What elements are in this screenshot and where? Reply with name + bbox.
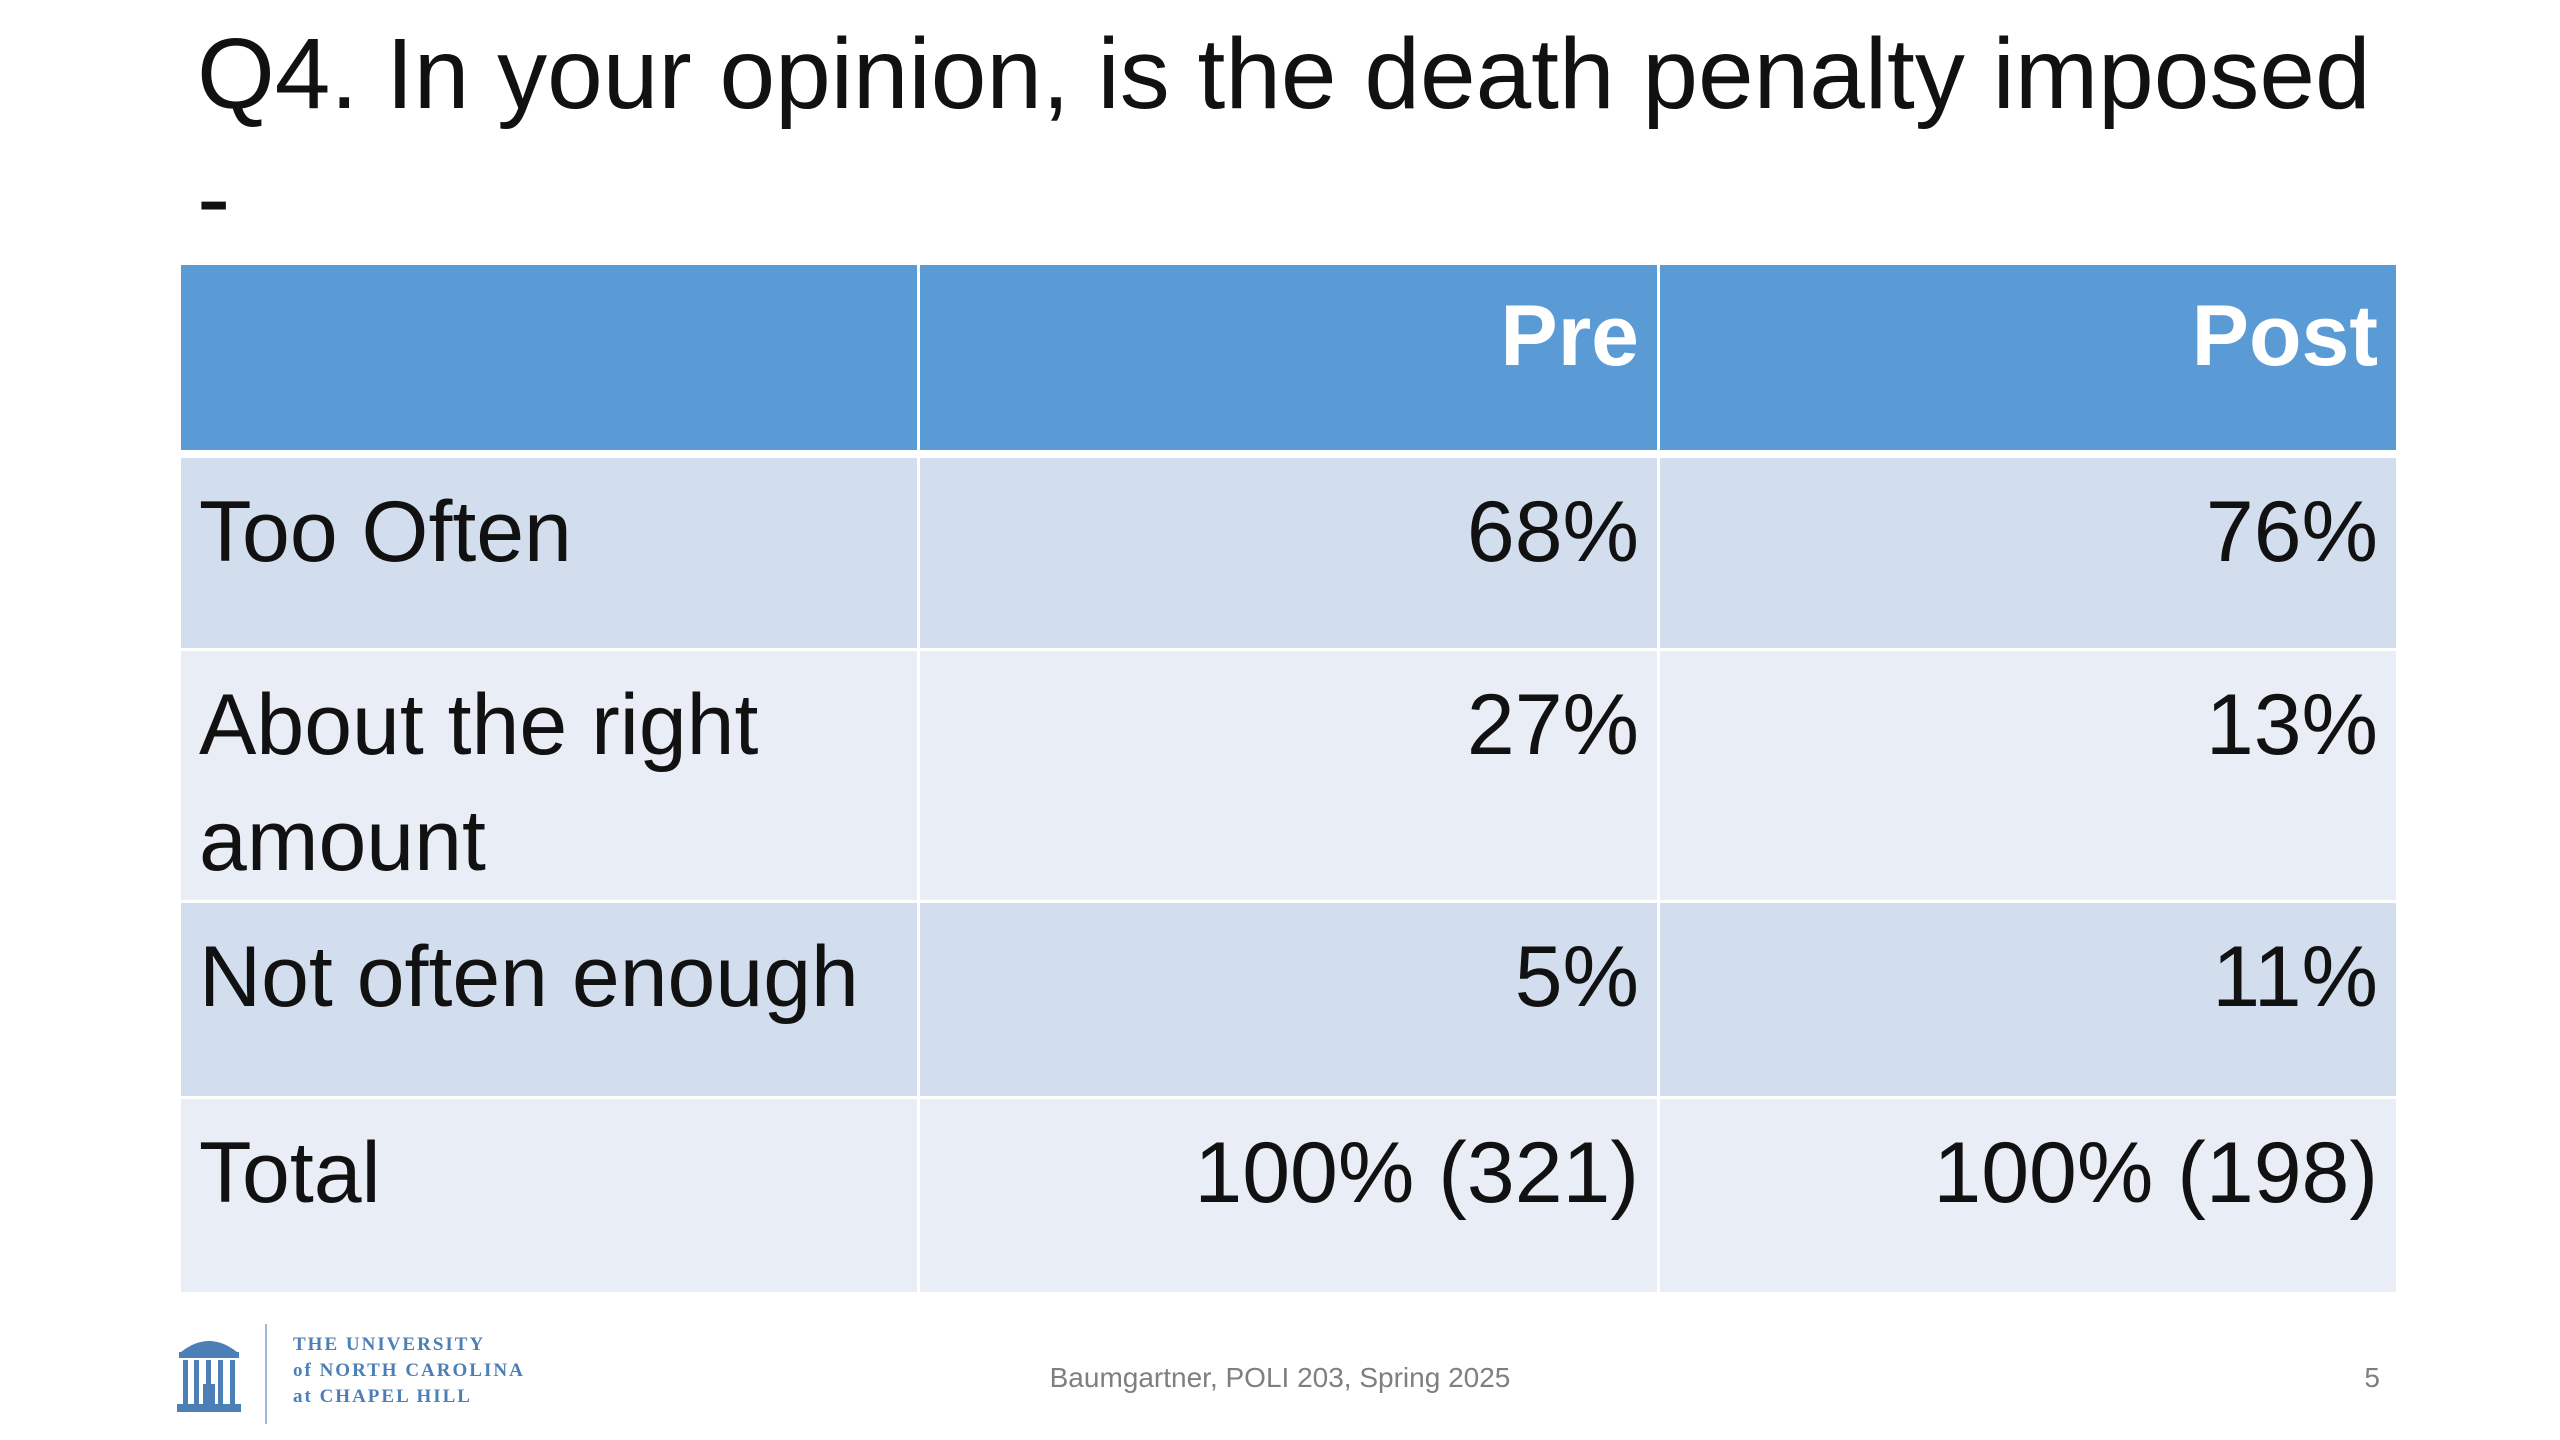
results-table: Pre Post Too Often 68% 76% About the rig…: [178, 262, 2399, 1295]
logo-wordmark: THE UNIVERSITY of NORTH CAROLINA at CHAP…: [293, 1332, 553, 1410]
slide-footer: THE UNIVERSITY of NORTH CAROLINA at CHAP…: [0, 1320, 2560, 1440]
footer-credit: Baumgartner, POLI 203, Spring 2025: [1049, 1362, 1511, 1393]
slide-title: Q4. In your opinion, is the death penalt…: [197, 18, 2371, 254]
row-label: Too Often: [178, 452, 920, 651]
post-value: 76%: [1657, 452, 2399, 651]
post-value: 11%: [1657, 900, 2399, 1099]
post-value: 100% (198): [1657, 1096, 2399, 1295]
old-well-icon: [177, 1341, 241, 1412]
pre-value: 100% (321): [917, 1096, 1660, 1295]
table-header-row: Pre Post: [178, 262, 2399, 458]
slide-number: 5: [2364, 1362, 2380, 1393]
pre-value: 68%: [917, 452, 1660, 651]
pre-value: 5%: [917, 900, 1660, 1099]
logo-divider: [265, 1324, 267, 1424]
logo-line-2: of NORTH CAROLINA: [293, 1360, 525, 1381]
row-label: About the right amount: [178, 648, 920, 903]
table-row: Too Often 68% 76%: [178, 452, 2399, 651]
logo-line-3: at CHAPEL HILL: [293, 1386, 472, 1407]
header-pre: Pre: [917, 262, 1660, 458]
pre-value: 27%: [917, 648, 1660, 903]
unc-logo: THE UNIVERSITY of NORTH CAROLINA at CHAP…: [175, 1324, 535, 1424]
logo-line-1: THE UNIVERSITY: [293, 1334, 486, 1355]
row-label: Total: [178, 1096, 920, 1295]
table-row: Not often enough 5% 11%: [178, 900, 2399, 1099]
post-value: 13%: [1657, 648, 2399, 903]
table-row: About the right amount 27% 13%: [178, 648, 2399, 903]
row-label: Not often enough: [178, 900, 920, 1099]
table-row: Total 100% (321) 100% (198): [178, 1096, 2399, 1295]
header-post: Post: [1657, 262, 2399, 458]
header-empty-cell: [178, 262, 920, 458]
